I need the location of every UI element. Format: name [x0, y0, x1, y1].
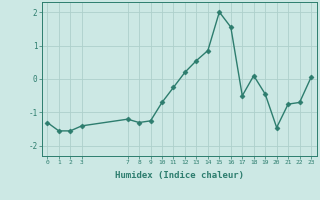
X-axis label: Humidex (Indice chaleur): Humidex (Indice chaleur): [115, 171, 244, 180]
